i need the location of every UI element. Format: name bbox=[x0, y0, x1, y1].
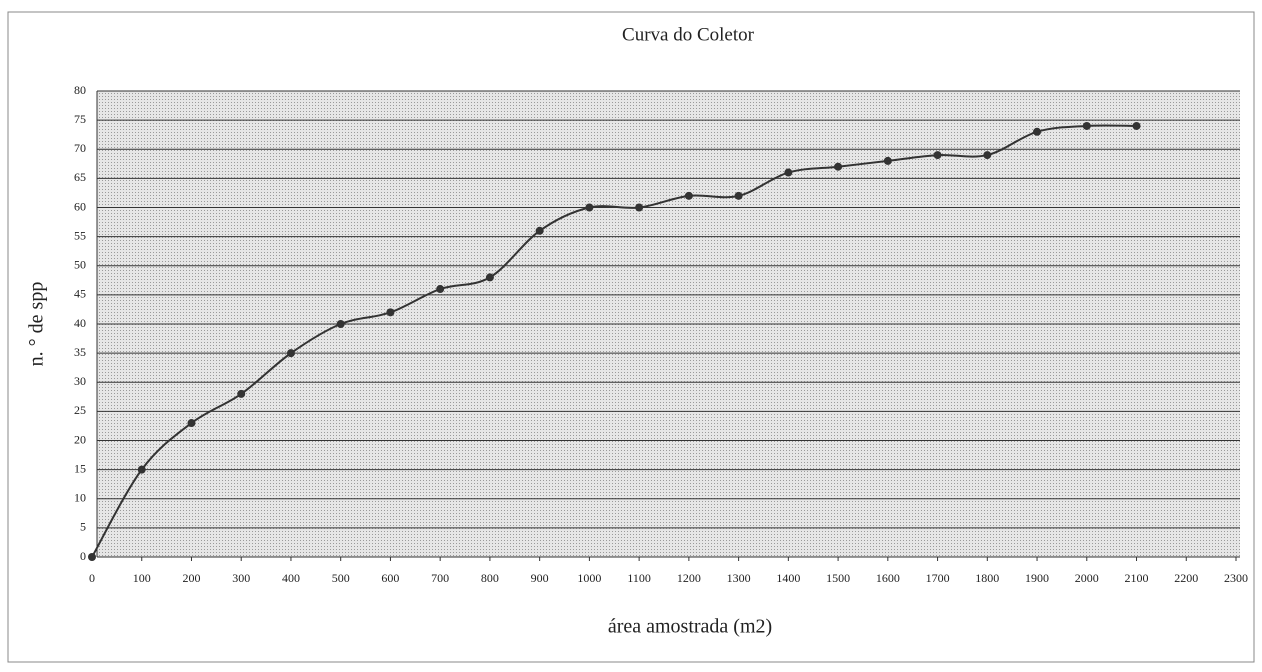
y-tick-label: 30 bbox=[74, 374, 86, 388]
x-tick-label: 1600 bbox=[876, 571, 900, 585]
marker bbox=[485, 273, 494, 282]
x-tick-label: 2100 bbox=[1125, 571, 1149, 585]
x-tick-label: 2300 bbox=[1224, 571, 1248, 585]
x-tick-label: 600 bbox=[381, 571, 399, 585]
marker bbox=[386, 308, 395, 317]
marker bbox=[535, 226, 544, 235]
marker bbox=[1132, 121, 1141, 130]
y-tick-label: 10 bbox=[74, 491, 86, 505]
x-tick-label: 500 bbox=[332, 571, 350, 585]
x-tick-label: 1300 bbox=[727, 571, 751, 585]
x-tick-label: 1900 bbox=[1025, 571, 1049, 585]
marker bbox=[237, 389, 246, 398]
x-tick-label: 800 bbox=[481, 571, 499, 585]
x-tick-label: 1200 bbox=[677, 571, 701, 585]
y-tick-label: 35 bbox=[74, 345, 86, 359]
marker bbox=[137, 465, 146, 474]
x-tick-label: 200 bbox=[182, 571, 200, 585]
marker bbox=[635, 203, 644, 212]
marker bbox=[784, 168, 793, 177]
y-tick-label: 75 bbox=[74, 112, 86, 126]
y-axis-label: n. ° de spp bbox=[26, 282, 48, 367]
x-tick-label: 100 bbox=[133, 571, 151, 585]
y-tick-label: 60 bbox=[74, 199, 86, 213]
y-tick-label: 5 bbox=[80, 520, 86, 534]
y-tick-label: 45 bbox=[74, 287, 86, 301]
x-tick-label: 1000 bbox=[577, 571, 601, 585]
marker bbox=[336, 320, 345, 328]
x-tick-label: 2200 bbox=[1174, 571, 1198, 585]
marker bbox=[286, 349, 295, 358]
y-tick-label: 25 bbox=[74, 403, 86, 417]
marker bbox=[983, 151, 992, 160]
marker bbox=[684, 191, 693, 200]
x-tick-label: 0 bbox=[89, 571, 95, 585]
y-tick-label: 50 bbox=[74, 258, 86, 272]
y-tick-label: 20 bbox=[74, 432, 86, 446]
x-tick-label: 2000 bbox=[1075, 571, 1099, 585]
chart-title: Curva do Coletor bbox=[622, 24, 755, 45]
x-tick-label: 1800 bbox=[975, 571, 999, 585]
marker bbox=[834, 162, 843, 171]
x-tick-label: 1700 bbox=[926, 571, 950, 585]
y-tick-label: 40 bbox=[74, 316, 86, 330]
line bbox=[91, 124, 1137, 558]
y-tick-label: 70 bbox=[74, 141, 86, 155]
y-tick-label: 55 bbox=[74, 228, 86, 242]
marker bbox=[883, 156, 892, 165]
x-tick-label: 1500 bbox=[826, 571, 850, 585]
marker bbox=[1033, 127, 1042, 136]
marker bbox=[187, 419, 196, 428]
marker bbox=[734, 191, 743, 200]
marker bbox=[933, 151, 942, 160]
x-tick-label: 400 bbox=[282, 571, 300, 585]
y-tick-label: 65 bbox=[74, 170, 86, 184]
x-axis-label: área amostrada (m2) bbox=[608, 616, 772, 638]
marker bbox=[436, 285, 445, 294]
y-tick-label: 15 bbox=[74, 461, 86, 475]
x-tick-label: 900 bbox=[531, 571, 549, 585]
y-tick-label: 80 bbox=[74, 83, 86, 97]
x-tick-label: 1400 bbox=[776, 571, 800, 585]
x-tick-label: 700 bbox=[431, 571, 449, 585]
y-tick-label: 0 bbox=[80, 549, 86, 563]
x-tick-label: 300 bbox=[232, 571, 250, 585]
marker bbox=[1082, 121, 1091, 130]
marker bbox=[88, 553, 96, 561]
x-tick-label: 1100 bbox=[627, 571, 651, 585]
marker bbox=[585, 203, 594, 212]
